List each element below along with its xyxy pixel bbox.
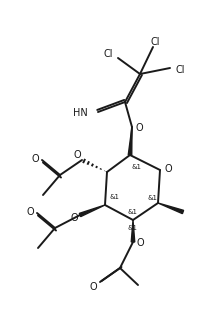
Text: &1: &1: [128, 209, 138, 215]
Text: &1: &1: [128, 225, 138, 231]
Polygon shape: [158, 203, 184, 214]
Text: O: O: [136, 238, 144, 248]
Text: O: O: [31, 154, 39, 164]
Text: O: O: [89, 282, 97, 292]
Text: &1: &1: [131, 164, 141, 170]
Text: O: O: [135, 123, 143, 133]
Polygon shape: [128, 127, 132, 155]
Polygon shape: [131, 220, 135, 242]
Text: &1: &1: [109, 194, 119, 200]
Text: Cl: Cl: [103, 49, 113, 59]
Polygon shape: [79, 205, 105, 216]
Text: O: O: [73, 150, 81, 160]
Text: Cl: Cl: [150, 37, 160, 47]
Text: O: O: [70, 213, 78, 223]
Text: &1: &1: [147, 195, 157, 201]
Text: HN: HN: [73, 108, 88, 118]
Text: Cl: Cl: [175, 65, 185, 75]
Text: O: O: [26, 207, 34, 217]
Text: O: O: [164, 164, 172, 174]
